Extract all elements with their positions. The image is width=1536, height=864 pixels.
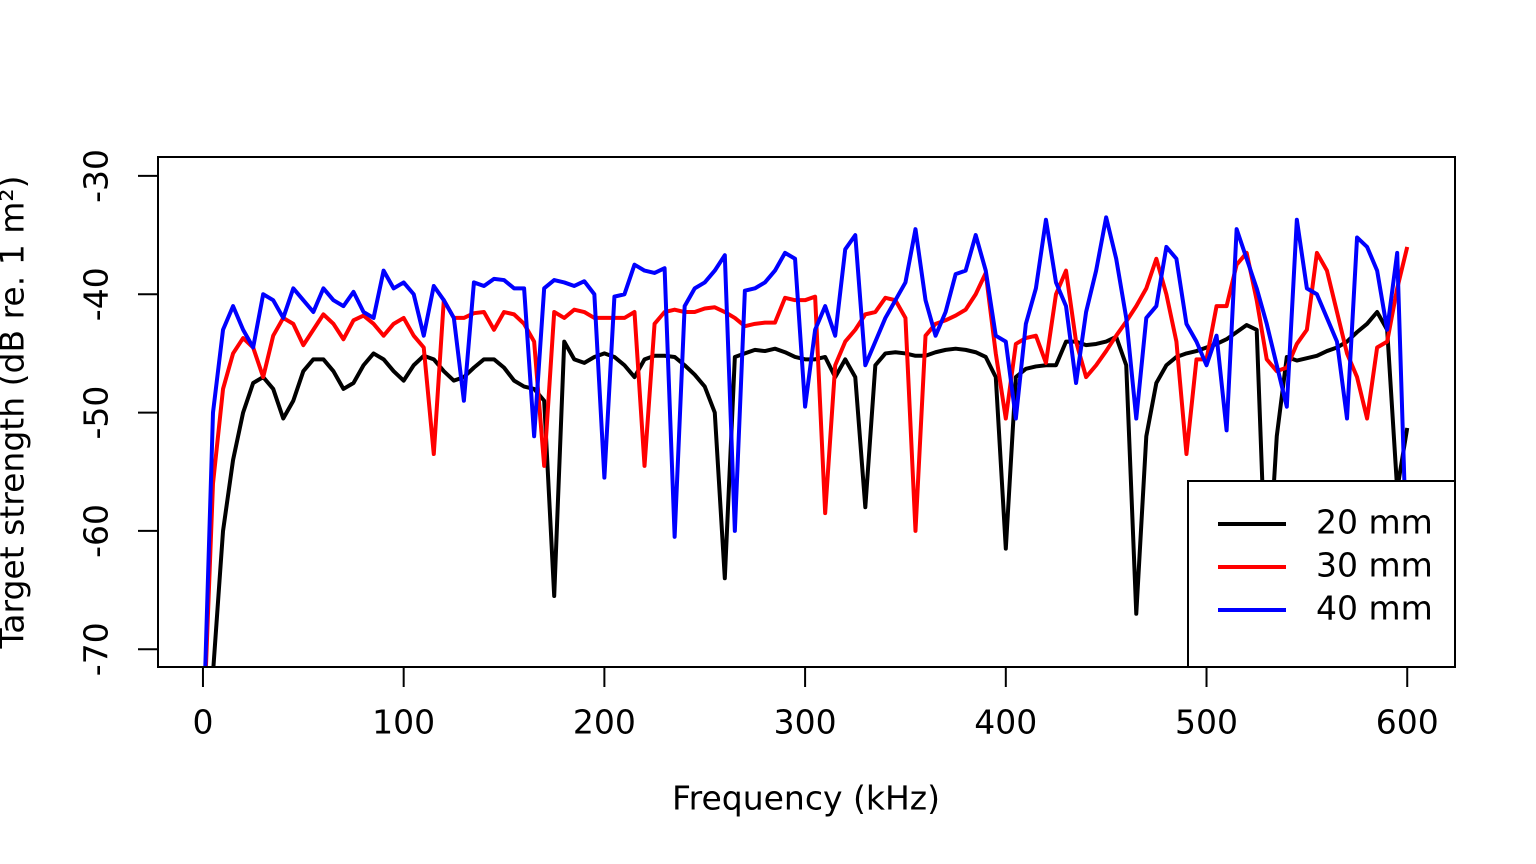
y-tick-label: -30 <box>77 149 116 203</box>
series-line <box>203 215 1410 667</box>
x-tick-label: 400 <box>974 703 1037 742</box>
y-tick-label: -40 <box>77 267 116 321</box>
x-tick-label: 100 <box>372 703 435 742</box>
x-tick-label: 600 <box>1376 703 1439 742</box>
y-tick-label: -60 <box>77 504 116 558</box>
x-tick-label: 300 <box>774 703 837 742</box>
x-tick-label: 0 <box>192 703 213 742</box>
x-axis-label: Frequency (kHz) <box>672 779 940 818</box>
x-tick-label: 500 <box>1175 703 1238 742</box>
series-line <box>211 310 1410 667</box>
legend-label: 40 mm <box>1316 589 1433 628</box>
y-tick-label: -70 <box>77 622 116 676</box>
legend-box <box>1187 480 1456 668</box>
y-axis-label: Target strength (dB re. 1 m²) <box>0 176 32 650</box>
y-tick-label: -50 <box>77 386 116 440</box>
x-tick-label: 200 <box>573 703 636 742</box>
legend-label: 30 mm <box>1316 546 1433 585</box>
legend-label: 20 mm <box>1316 503 1433 542</box>
lines <box>203 215 1410 667</box>
